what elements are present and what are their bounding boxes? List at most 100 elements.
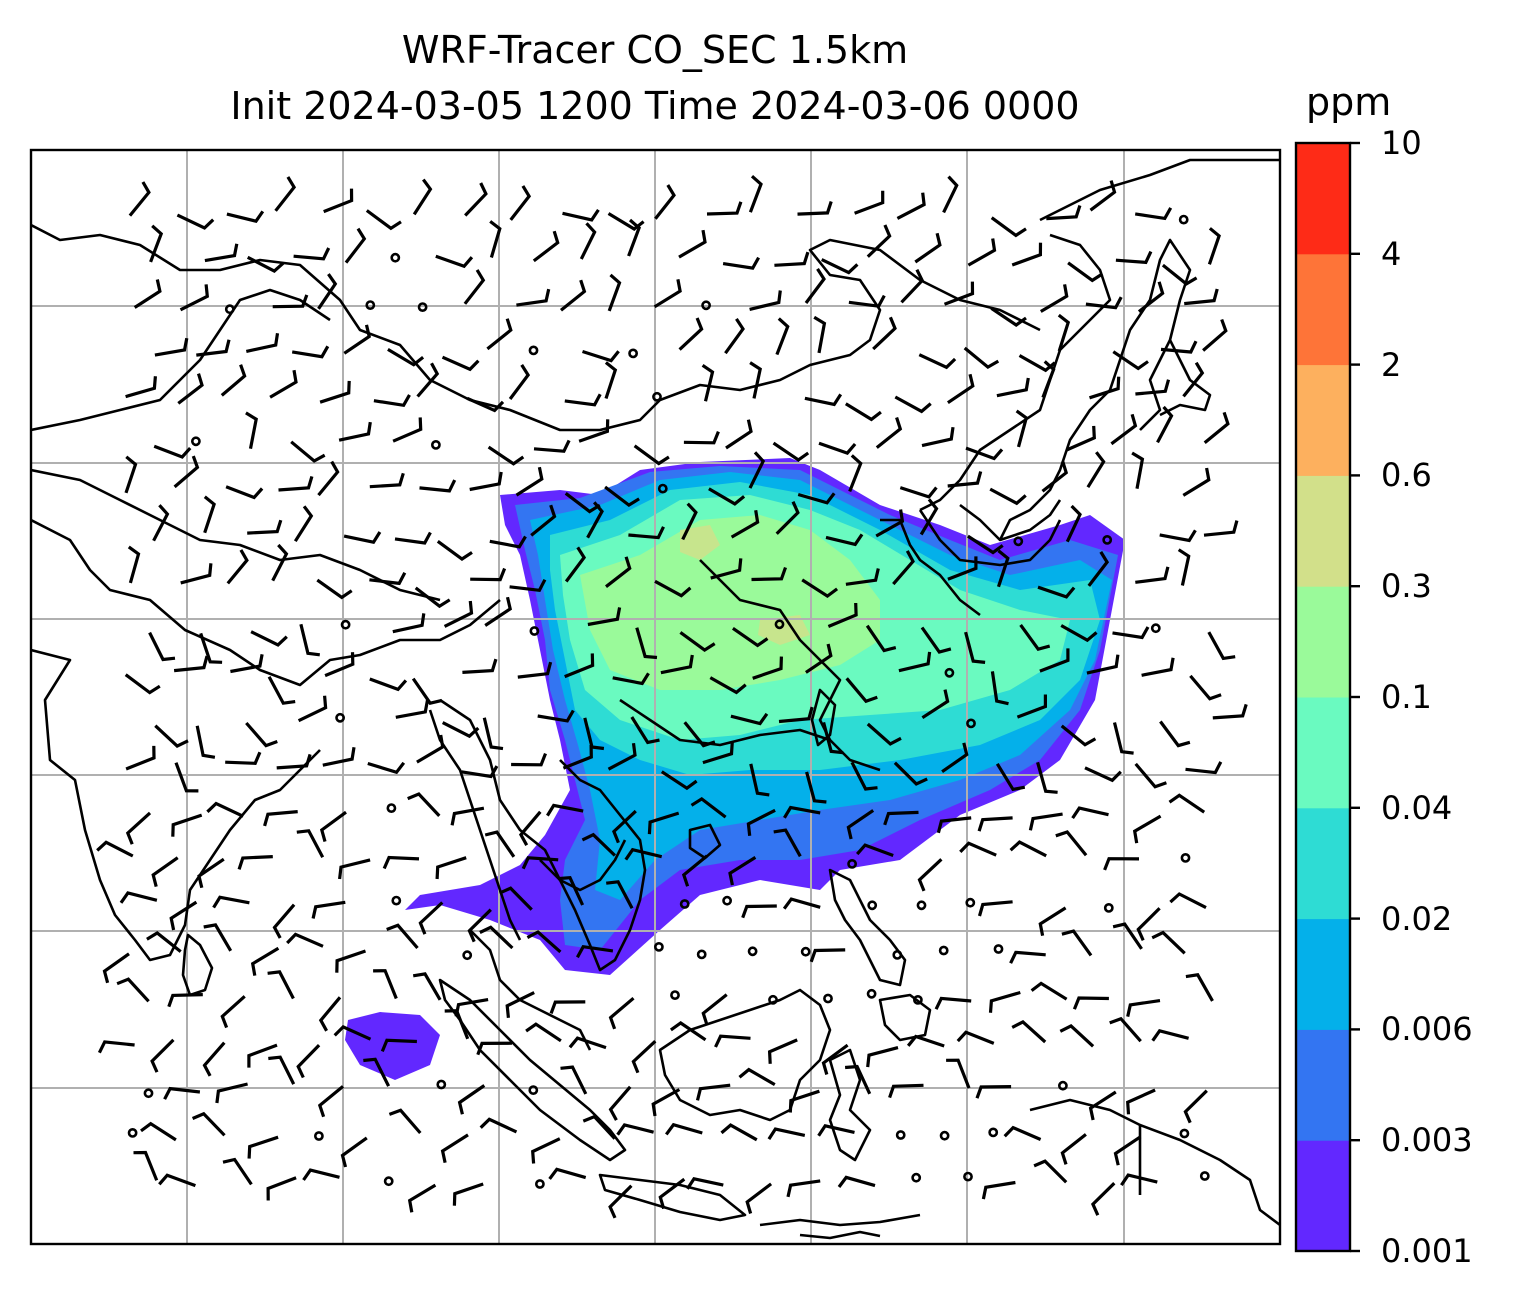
wind-barb: [1156, 405, 1174, 444]
wind-barb: [151, 856, 179, 887]
wind-barb: [1016, 694, 1047, 719]
wind-barb: [412, 972, 442, 1001]
wind-barb: [450, 806, 485, 826]
calm-wind-marker: [1103, 903, 1114, 913]
calm-wind-marker: [528, 345, 539, 356]
wind-barb: [171, 813, 203, 837]
wind-barb: [127, 545, 141, 584]
wind-barb: [286, 932, 324, 948]
wind-barb: [1086, 654, 1120, 675]
wind-barb: [418, 901, 444, 935]
wind-barb: [578, 419, 610, 443]
wind-barb: [169, 900, 198, 931]
calm-wind-marker: [1150, 623, 1161, 634]
wind-barb: [941, 742, 969, 774]
wind-barb: [690, 796, 727, 819]
coastline-timor: [799, 1230, 881, 1240]
wind-barb: [1115, 250, 1153, 265]
wind-barb: [900, 268, 925, 304]
wind-barb: [338, 421, 372, 442]
wind-barb: [624, 847, 663, 861]
wind-barb: [586, 501, 604, 539]
wind-barb: [177, 373, 204, 405]
wind-barb: [299, 623, 321, 657]
wind-barb: [461, 765, 499, 779]
calm-wind-marker: [939, 1130, 950, 1141]
wind-barb: [990, 306, 1027, 327]
coastline-japan-north: [1159, 339, 1212, 417]
wind-barb: [202, 1041, 226, 1077]
wind-barb: [363, 1057, 391, 1087]
wind-barb: [989, 487, 1027, 506]
wind-barb: [1203, 411, 1230, 445]
coastline-newguinea: [1029, 1098, 1280, 1227]
wind-barb: [653, 279, 682, 309]
wind-barb: [560, 1065, 588, 1095]
calm-wind-marker: [966, 718, 976, 729]
wind-barb: [1126, 1088, 1156, 1115]
wind-barb: [245, 411, 258, 450]
wind-barb: [518, 810, 542, 846]
wind-barb: [469, 471, 503, 492]
wind-barb: [1028, 812, 1063, 831]
calm-wind-marker: [383, 1176, 394, 1187]
wind-barb: [296, 829, 325, 859]
coastline-borneo: [658, 988, 832, 1122]
wind-barb: [1184, 288, 1219, 306]
wind-barb: [133, 279, 162, 309]
wind-barb: [367, 761, 406, 775]
wind-barb: [1183, 1089, 1208, 1124]
wind-barb: [412, 178, 433, 216]
wind-barb: [515, 466, 544, 497]
wind-barb: [466, 396, 505, 413]
wind-barb: [199, 632, 223, 664]
calm-wind-marker: [696, 949, 707, 960]
wind-barb: [293, 505, 314, 543]
title-line-2: Init 2024-03-05 1200 Time 2024-03-06 000…: [230, 84, 1080, 128]
coastline-indochina: [439, 698, 647, 972]
wind-barb: [154, 337, 189, 357]
wind-barb: [119, 891, 158, 904]
wind-barb: [116, 977, 150, 1003]
wind-barb: [1182, 361, 1205, 398]
wind-barb: [149, 224, 164, 263]
tracer-field: [345, 458, 1125, 1080]
wind-barb: [1060, 1133, 1087, 1165]
wind-barb: [414, 586, 451, 609]
wind-barb: [1212, 703, 1248, 720]
wind-barb: [395, 699, 430, 719]
wind-barb: [291, 345, 330, 359]
wind-barb: [866, 224, 892, 258]
colorbar-tick-label: 0.04: [1381, 788, 1453, 827]
wind-barb: [845, 677, 878, 704]
wind-barb: [124, 455, 138, 494]
wind-barb: [934, 996, 972, 1010]
calm-wind-marker: [628, 348, 638, 359]
wind-barb: [476, 1041, 513, 1056]
wind-barb: [748, 451, 766, 489]
coastline-taiwan: [810, 688, 837, 747]
wind-barb: [1134, 207, 1173, 221]
wind-barb: [338, 858, 371, 880]
border-himalaya: [31, 518, 501, 687]
wind-barb: [1185, 973, 1214, 1002]
wind-barb: [1160, 340, 1198, 354]
wind-barb: [559, 279, 587, 312]
wind-barb: [220, 995, 246, 1029]
wind-barb: [444, 1009, 470, 1040]
wind-barb: [323, 188, 354, 214]
wind-barb: [701, 363, 715, 402]
calm-wind-marker: [436, 1079, 447, 1090]
wind-barb: [582, 1114, 616, 1140]
wind-barb: [1060, 624, 1098, 643]
wind-barb: [827, 602, 858, 628]
wind-barb: [1177, 548, 1191, 586]
colorbar-tick-label: 10: [1381, 124, 1422, 162]
wind-barb: [293, 247, 331, 261]
wind-barb: [724, 318, 745, 355]
calm-wind-marker: [190, 436, 201, 447]
coastline-srilanka: [181, 933, 214, 997]
wind-barb: [947, 373, 975, 405]
wind-barb: [343, 531, 382, 544]
wind-barb: [344, 227, 367, 264]
